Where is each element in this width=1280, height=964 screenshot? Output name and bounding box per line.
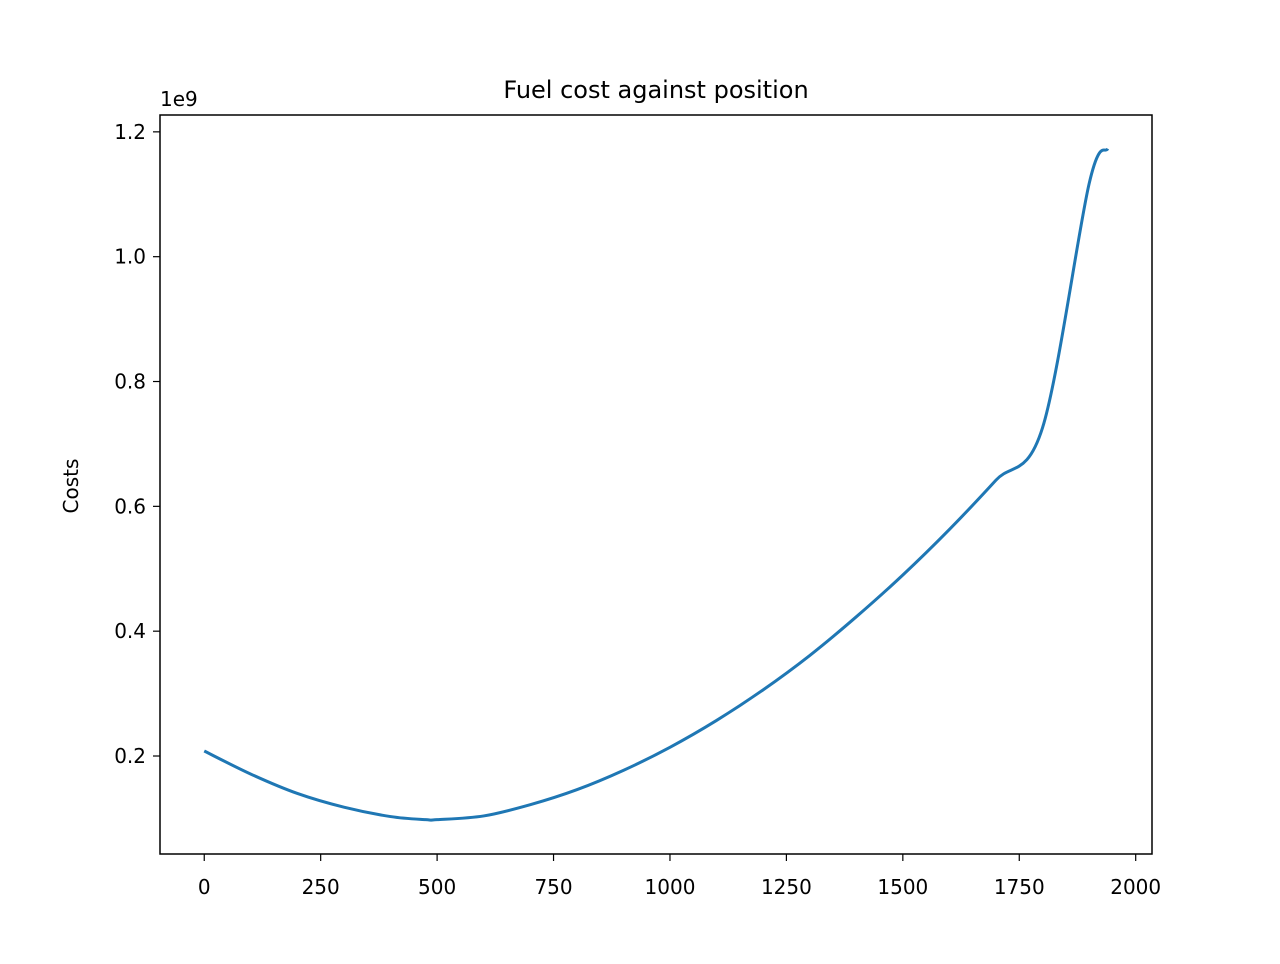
y-tick-label: 1.0 xyxy=(114,245,146,269)
y-axis-label: Costs xyxy=(59,459,83,514)
x-tick-label: 2000 xyxy=(1110,875,1161,899)
y-tick-label: 1.2 xyxy=(114,120,146,144)
x-tick-label: 1500 xyxy=(877,875,928,899)
plot-frame xyxy=(159,114,1153,855)
series-layer xyxy=(203,147,1110,822)
x-tick-label: 1250 xyxy=(761,875,812,899)
x-tick-label: 500 xyxy=(418,875,456,899)
x-axis-ticks: 0 250 500 750 1000 1250 1500 1750 2000 xyxy=(198,854,1161,899)
x-tick-label: 0 xyxy=(198,875,211,899)
y-tick-label: 0.4 xyxy=(114,619,146,643)
y-axis-ticks: 0.2 0.4 0.6 0.8 1.0 1.2 xyxy=(114,120,160,768)
y-tick-label: 0.6 xyxy=(114,494,146,518)
series-line-0 xyxy=(203,147,1110,822)
chart-title: Fuel cost against position xyxy=(503,76,808,104)
x-tick-label: 750 xyxy=(534,875,572,899)
x-tick-label: 1000 xyxy=(645,875,696,899)
y-tick-label: 0.8 xyxy=(114,370,146,394)
y-axis-offset-label: 1e9 xyxy=(160,87,198,111)
x-tick-label: 1750 xyxy=(994,875,1045,899)
y-tick-label: 0.2 xyxy=(114,744,146,768)
x-tick-label: 250 xyxy=(302,875,340,899)
